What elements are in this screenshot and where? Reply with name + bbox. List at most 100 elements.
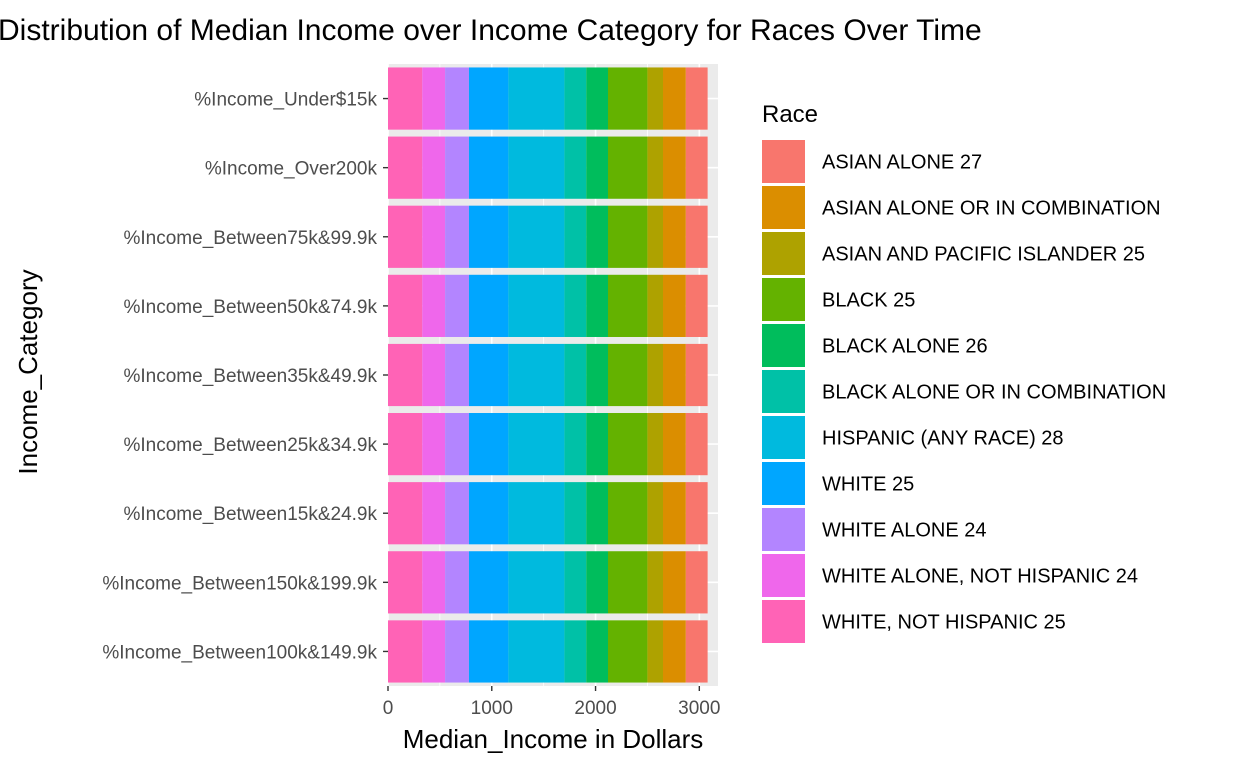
bar-segment bbox=[663, 551, 686, 614]
bar-segment bbox=[422, 67, 446, 130]
bar-segment bbox=[422, 136, 446, 199]
chart-title: Distribution of Median Income over Incom… bbox=[0, 14, 982, 47]
bar-segment bbox=[685, 620, 708, 683]
bar-segment bbox=[586, 136, 608, 199]
bar-segment bbox=[388, 205, 423, 268]
bar-segment bbox=[445, 136, 469, 199]
legend-key bbox=[762, 232, 805, 275]
bar-segment bbox=[508, 67, 565, 130]
bar-segment bbox=[647, 343, 663, 407]
bar-segment bbox=[564, 205, 587, 268]
bar-segment bbox=[685, 205, 708, 268]
bar-segment bbox=[445, 274, 469, 337]
bar-segment bbox=[422, 205, 446, 268]
legend-label: ASIAN ALONE 27 bbox=[822, 152, 982, 174]
bar-segment bbox=[663, 274, 686, 337]
bar-segment bbox=[564, 413, 587, 476]
legend-label: ASIAN ALONE OR IN COMBINATION bbox=[822, 198, 1161, 220]
bar-segment bbox=[468, 274, 509, 337]
bar-segment bbox=[663, 136, 686, 199]
bar-segment bbox=[388, 413, 423, 476]
y-tick-label: %Income_Between50k&74.9k bbox=[124, 297, 378, 318]
bar-segment bbox=[422, 551, 446, 614]
legend-key bbox=[762, 462, 805, 505]
y-tick-label: %Income_Between25k&34.9k bbox=[124, 435, 378, 456]
x-tick-label: 2000 bbox=[574, 698, 616, 719]
bar-segment bbox=[647, 136, 663, 199]
bar-segment bbox=[564, 136, 587, 199]
bar-segment bbox=[422, 274, 446, 337]
bar-segment bbox=[608, 551, 648, 614]
bar-segment bbox=[685, 343, 708, 407]
bar-segment bbox=[388, 274, 423, 337]
bar-segment bbox=[422, 482, 446, 545]
legend-key bbox=[762, 554, 805, 597]
legend-label: WHITE ALONE 24 bbox=[822, 520, 987, 542]
bar-segment bbox=[564, 551, 587, 614]
legend-label: BLACK 25 bbox=[822, 290, 915, 312]
bar-segment bbox=[586, 482, 608, 545]
bar-segment bbox=[445, 67, 469, 130]
bar-segment bbox=[388, 343, 423, 407]
legend-key bbox=[762, 370, 805, 413]
bar-segment bbox=[647, 67, 663, 130]
bar-segment bbox=[468, 67, 509, 130]
bar-segment bbox=[422, 413, 446, 476]
bar-segment bbox=[508, 274, 565, 337]
bar-segment bbox=[508, 620, 565, 683]
bar-segment bbox=[445, 551, 469, 614]
bar-segment bbox=[445, 482, 469, 545]
bar-segment bbox=[608, 274, 648, 337]
legend-label: BLACK ALONE OR IN COMBINATION bbox=[822, 382, 1166, 404]
bar-segment bbox=[422, 343, 446, 407]
bar-segment bbox=[508, 136, 565, 199]
bar-segment bbox=[564, 274, 587, 337]
bar-segment bbox=[508, 343, 565, 407]
bar-segment bbox=[663, 343, 686, 407]
bar-segment bbox=[608, 482, 648, 545]
legend-label: ASIAN AND PACIFIC ISLANDER 25 bbox=[822, 244, 1145, 266]
bar-segment bbox=[564, 343, 587, 407]
y-tick-label: %Income_Between150k&199.9k bbox=[102, 573, 377, 594]
bar-segment bbox=[468, 413, 509, 476]
bar-segment bbox=[685, 67, 708, 130]
bar-segment bbox=[586, 413, 608, 476]
bar-segment bbox=[608, 413, 648, 476]
y-tick-label: %Income_Between100k&149.9k bbox=[102, 642, 377, 663]
bar-segment bbox=[685, 551, 708, 614]
legend-key bbox=[762, 416, 805, 459]
bar-segment bbox=[647, 482, 663, 545]
bar-segment bbox=[388, 136, 423, 199]
bar-segment bbox=[586, 620, 608, 683]
bar-segment bbox=[468, 620, 509, 683]
legend-key bbox=[762, 186, 805, 229]
bar-segment bbox=[468, 343, 509, 407]
y-axis-ticks: %Income_Under$15k %Income_Over200k %Income… bbox=[102, 90, 388, 663]
bar-segment bbox=[663, 482, 686, 545]
bar-segment bbox=[586, 551, 608, 614]
y-tick-label: %Income_Between35k&49.9k bbox=[124, 366, 378, 387]
bar-segment bbox=[468, 136, 509, 199]
bar-segment bbox=[508, 482, 565, 545]
bar-segment bbox=[647, 620, 663, 683]
bar-segment bbox=[586, 205, 608, 268]
legend-key bbox=[762, 140, 805, 183]
legend-title: Race bbox=[762, 101, 818, 128]
x-tick-label: 3000 bbox=[678, 698, 720, 719]
bar-segment bbox=[388, 551, 423, 614]
x-tick-label: 1000 bbox=[471, 698, 513, 719]
bar-segment bbox=[445, 343, 469, 407]
legend: Race ASIAN ALONE 27 ASIAN ALONE OR IN COM… bbox=[762, 101, 1166, 643]
x-axis-ticks: 0 1000 2000 3000 bbox=[383, 686, 720, 719]
bar-segment bbox=[685, 482, 708, 545]
bar-segment bbox=[445, 413, 469, 476]
legend-label: BLACK ALONE 26 bbox=[822, 336, 988, 358]
bar-segment bbox=[508, 413, 565, 476]
bar-segment bbox=[608, 205, 648, 268]
bar-segment bbox=[663, 620, 686, 683]
bar-segment bbox=[445, 205, 469, 268]
bar-segment bbox=[564, 620, 587, 683]
bar-segment bbox=[647, 413, 663, 476]
bar-segment bbox=[608, 67, 648, 130]
